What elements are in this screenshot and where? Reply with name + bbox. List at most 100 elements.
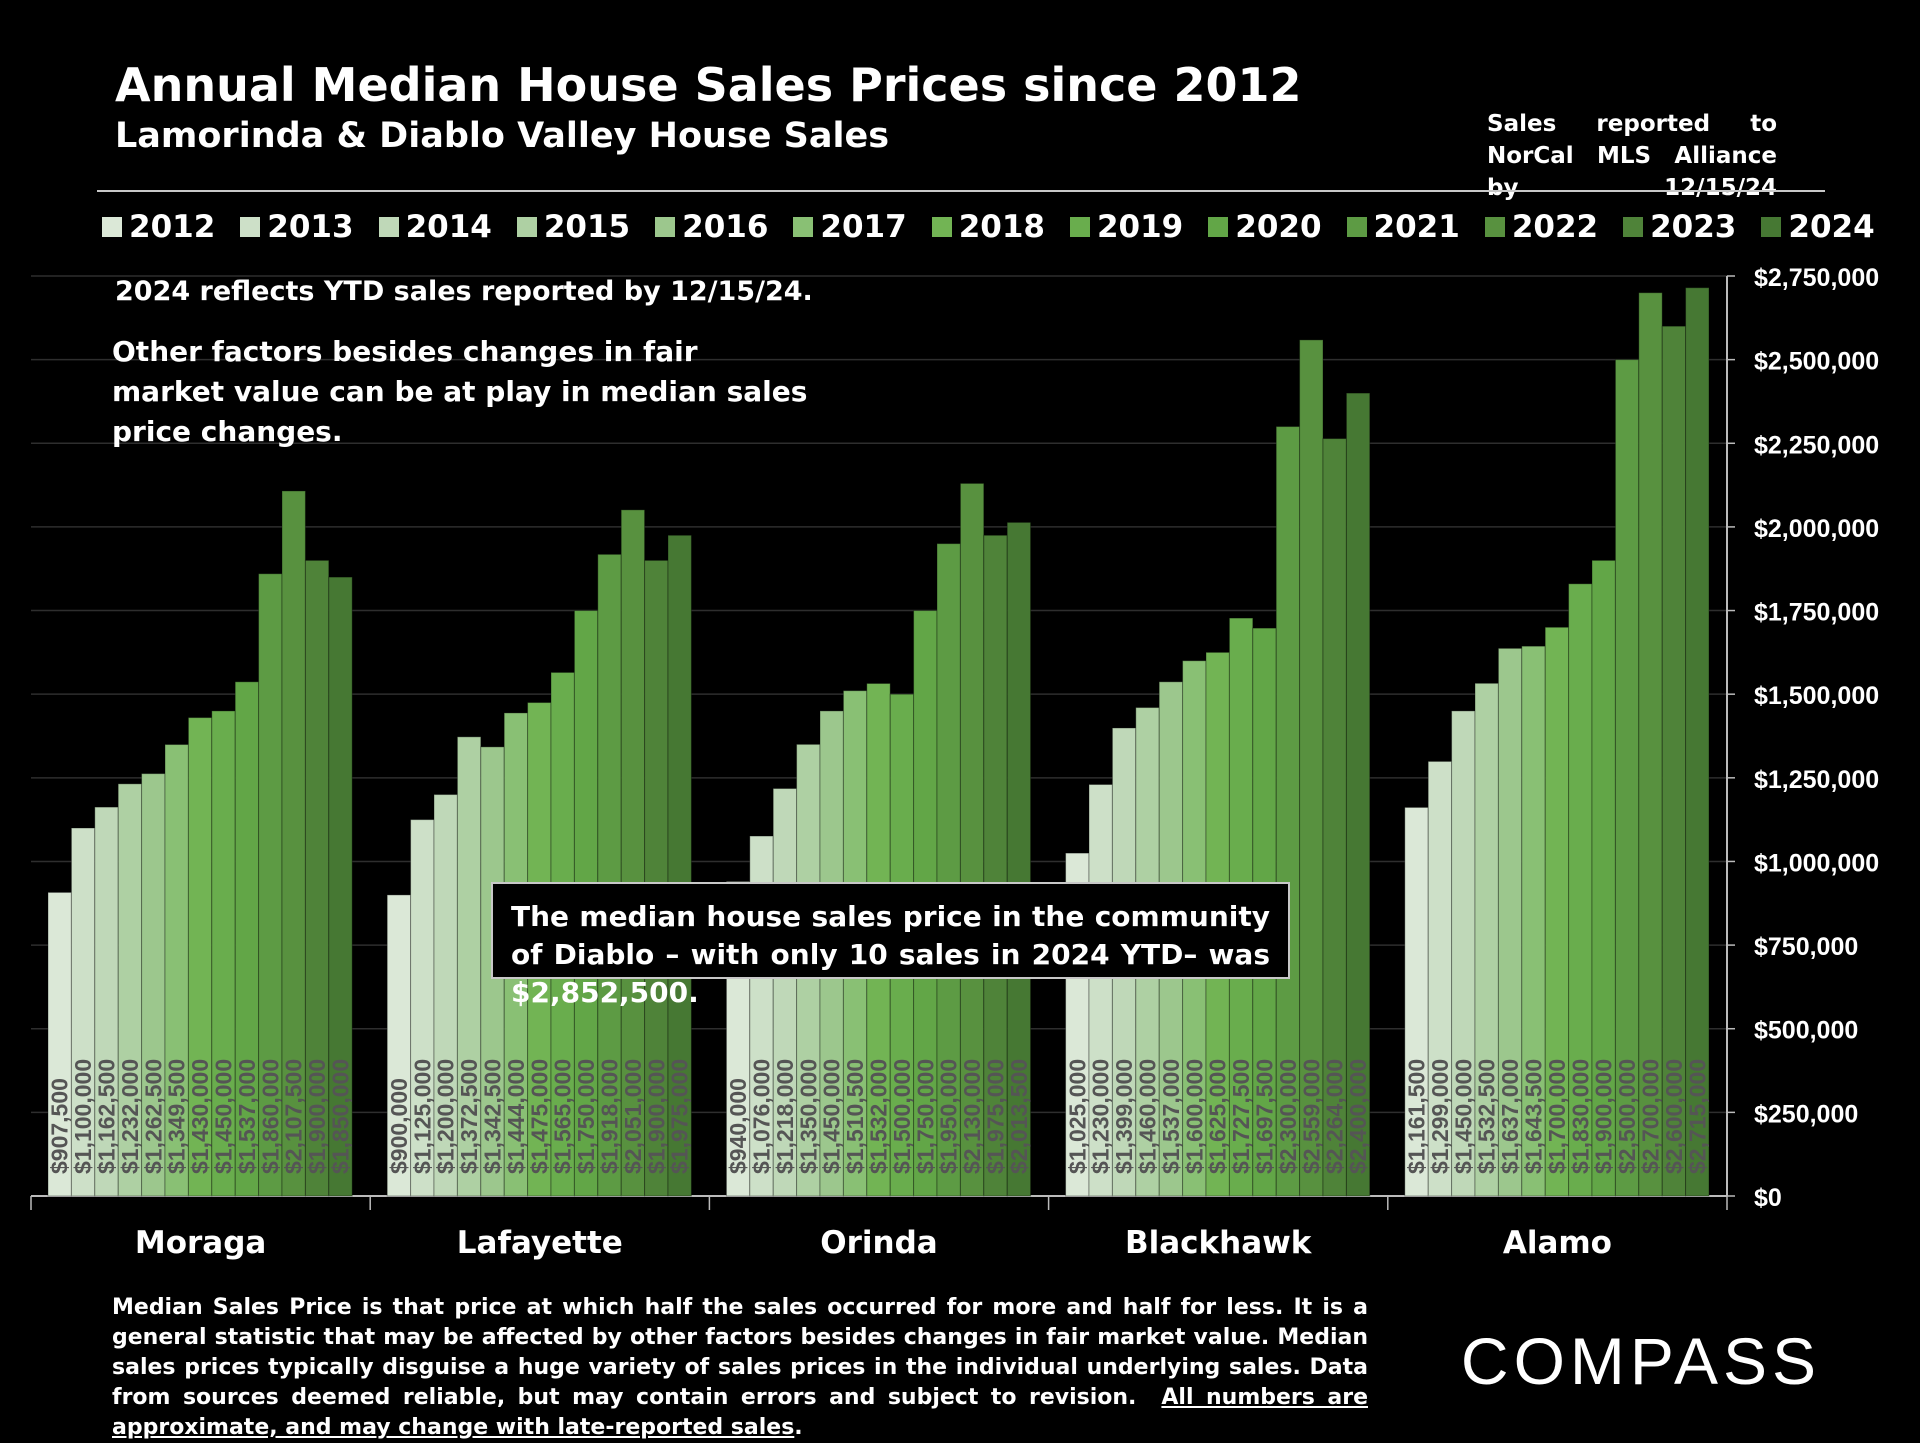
source-note: Sales reported to NorCal MLS Alliance by…: [1487, 111, 1777, 201]
data-label: $1,975,000: [983, 1059, 1009, 1174]
legend-item-2020: 2020: [1208, 209, 1322, 245]
data-label: $1,450,000: [819, 1059, 845, 1174]
data-label: $1,262,500: [140, 1059, 166, 1174]
legend-item-2024: 2024: [1761, 209, 1875, 245]
legend-swatch: [1623, 217, 1644, 237]
bar-orinda-2024: [1006, 521, 1032, 1197]
y-tick-label: $0: [1754, 1184, 1782, 1212]
legend-label: 2012: [129, 209, 216, 245]
legend-label: 2022: [1511, 209, 1599, 245]
data-label: $1,900,000: [643, 1059, 669, 1174]
chart-title: Annual Median House Sales Prices since 2…: [115, 58, 1302, 112]
data-label: $1,750,000: [573, 1059, 599, 1174]
legend-item-2017: 2017: [793, 209, 907, 245]
data-label: $2,051,000: [620, 1059, 646, 1174]
legend-swatch: [1484, 217, 1505, 237]
data-label: $1,430,000: [187, 1059, 213, 1174]
data-label: $1,750,000: [912, 1059, 938, 1174]
data-label: $1,342,500: [480, 1059, 506, 1174]
data-label: $1,830,000: [1567, 1059, 1593, 1174]
y-tick-label: $2,250,000: [1754, 431, 1879, 459]
legend-label: 2014: [405, 209, 492, 245]
data-label: $1,850,000: [328, 1059, 354, 1174]
data-label: $1,161,500: [1404, 1059, 1430, 1174]
legend-item-2015: 2015: [516, 209, 631, 245]
legend-item-2018: 2018: [931, 209, 1045, 245]
legend-swatch: [1208, 217, 1229, 237]
legend: 2012 2013 2014 2015 2016 2017 2018 2019 2020 2021…: [102, 206, 1900, 248]
data-label: $1,444,000: [503, 1059, 529, 1174]
x-category-label: Moraga: [135, 1225, 266, 1261]
data-label: $1,200,000: [433, 1059, 459, 1174]
legend-item-2012: 2012: [102, 209, 215, 245]
footnote-disclaimer: All numbers are approximate, and may cha…: [112, 1385, 1368, 1440]
bar-blackhawk-2024: [1345, 392, 1371, 1197]
data-label: $1,125,000: [409, 1059, 435, 1174]
data-label: $1,727,500: [1228, 1059, 1254, 1174]
legend-swatch: [516, 217, 537, 237]
factors-note: Other factors besides changes in fair ma…: [112, 335, 808, 448]
data-label: $1,460,000: [1135, 1059, 1161, 1174]
legend-label: 2017: [820, 209, 907, 245]
legend-label: 2015: [543, 209, 631, 245]
x-category-label: Alamo: [1503, 1225, 1612, 1261]
data-label: $907,500: [47, 1078, 73, 1174]
y-tick-label: $1,750,000: [1754, 599, 1879, 627]
legend-item-2023: 2023: [1623, 209, 1736, 245]
data-label: $2,300,000: [1275, 1059, 1301, 1174]
data-label: $1,643,500: [1521, 1059, 1547, 1174]
data-label: $940,000: [725, 1078, 751, 1174]
bar-lafayette-2024: [667, 534, 692, 1197]
data-label: $2,107,500: [281, 1059, 307, 1174]
data-label: $1,565,000: [550, 1059, 576, 1174]
data-label: $2,130,000: [959, 1059, 985, 1174]
legend-swatch: [1069, 217, 1090, 237]
y-tick-label: $500,000: [1754, 1017, 1858, 1045]
legend-label: 2016: [682, 209, 769, 245]
legend-swatch: [931, 217, 952, 237]
legend-swatch: [1346, 217, 1367, 237]
data-label: $1,900,000: [304, 1059, 330, 1174]
data-label: $1,900,000: [1591, 1059, 1617, 1174]
y-tick-label: $750,000: [1754, 933, 1858, 961]
data-label: $900,000: [386, 1078, 412, 1174]
data-label: $1,600,000: [1181, 1059, 1207, 1174]
legend-item-2022: 2022: [1484, 209, 1599, 245]
legend-label: 2023: [1650, 209, 1737, 245]
data-label: $1,500,000: [889, 1059, 915, 1174]
x-category-label: Orinda: [820, 1225, 937, 1261]
legend-swatch: [1761, 217, 1782, 237]
x-category-label: Blackhawk: [1125, 1225, 1313, 1261]
data-label: $1,532,000: [866, 1059, 892, 1174]
data-label: $1,025,000: [1064, 1059, 1090, 1174]
data-label: $1,510,500: [842, 1059, 868, 1174]
data-label: $1,950,000: [936, 1059, 962, 1174]
data-label: $1,399,000: [1111, 1059, 1137, 1174]
data-label: $2,264,000: [1322, 1059, 1348, 1174]
legend-swatch: [240, 217, 261, 237]
legend-label: 2024: [1788, 209, 1875, 245]
legend-item-2021: 2021: [1346, 209, 1460, 245]
y-tick-label: $2,000,000: [1754, 515, 1879, 543]
data-label: $1,349,500: [164, 1059, 190, 1174]
data-label: $1,162,500: [94, 1059, 120, 1174]
data-label: $1,218,000: [772, 1059, 798, 1174]
bar-moraga-2024: [328, 576, 353, 1197]
legend-label: 2013: [267, 209, 354, 245]
data-label: $1,625,000: [1205, 1059, 1231, 1174]
data-label: $1,532,500: [1474, 1059, 1500, 1174]
compass-logo: COMPASS: [1461, 1324, 1821, 1398]
bar-alamo-2024: [1685, 287, 1710, 1197]
legend-item-2016: 2016: [655, 209, 768, 245]
legend-item-2019: 2019: [1069, 209, 1183, 245]
data-label: $1,299,000: [1427, 1059, 1453, 1174]
svg-text:COMPASS: COMPASS: [1461, 1324, 1821, 1398]
y-tick-label: $1,000,000: [1754, 849, 1879, 877]
legend-item-2013: 2013: [240, 209, 354, 245]
x-category-label: Lafayette: [457, 1225, 623, 1261]
data-label: $2,715,000: [1684, 1059, 1710, 1174]
data-label: $1,697,500: [1252, 1059, 1278, 1174]
data-label: $1,450,000: [211, 1059, 237, 1174]
y-tick-label: $2,500,000: [1754, 348, 1879, 376]
